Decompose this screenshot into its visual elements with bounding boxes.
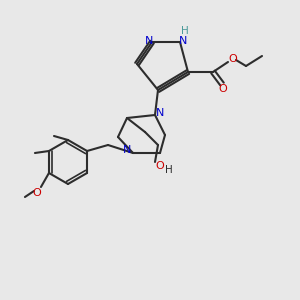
Text: N: N xyxy=(179,36,187,46)
Text: O: O xyxy=(229,54,237,64)
Text: H: H xyxy=(165,165,173,175)
Text: N: N xyxy=(156,108,164,118)
Text: N: N xyxy=(123,145,131,155)
Text: H: H xyxy=(181,26,189,36)
Text: N: N xyxy=(145,36,153,46)
Text: O: O xyxy=(33,188,41,198)
Text: O: O xyxy=(219,84,227,94)
Text: O: O xyxy=(156,161,164,171)
